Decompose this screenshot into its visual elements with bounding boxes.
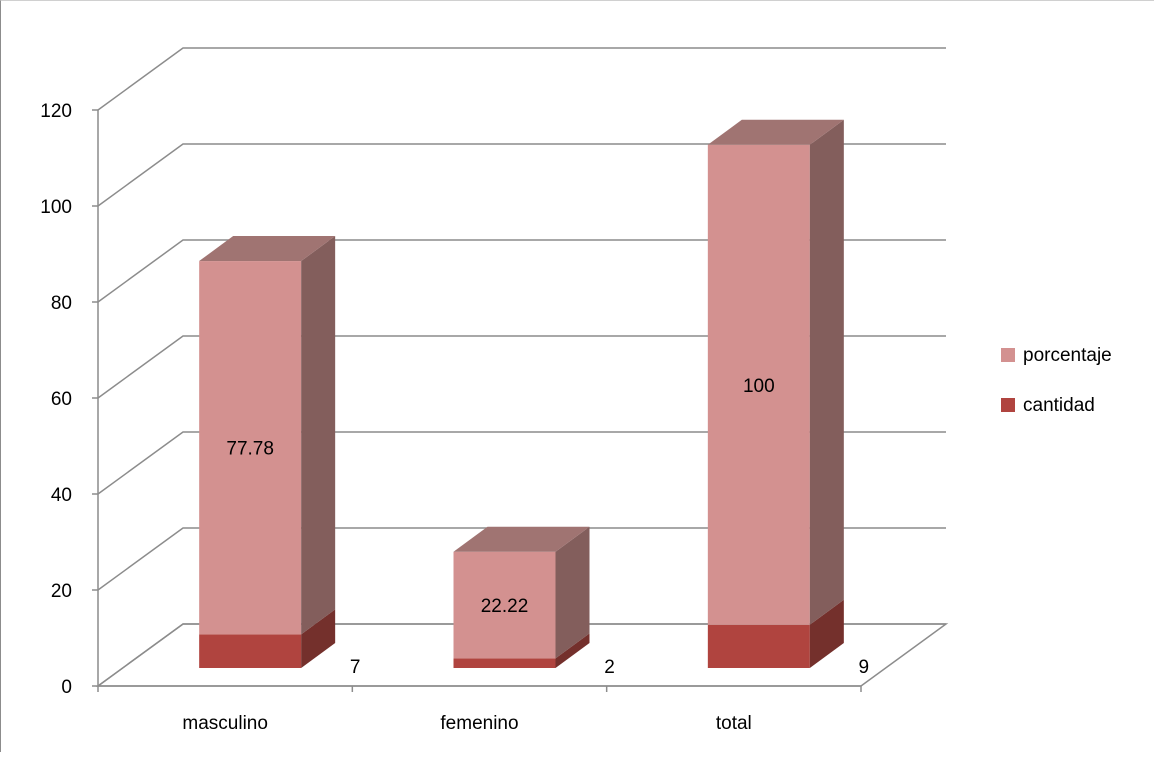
- bar-side-cantidad-masculino: [301, 609, 336, 668]
- gridlines: [97, 47, 946, 687]
- legend-label-porcentaje: porcentaje: [1023, 345, 1112, 366]
- data-label-porcentaje-masculino: 77.78: [226, 439, 274, 460]
- gridline: [97, 623, 946, 687]
- y-tick-label: 20: [51, 581, 72, 602]
- gridline: [97, 335, 946, 399]
- bar-porcentaje-masculino: [199, 261, 302, 635]
- bar-side-cantidad-total: [809, 599, 844, 668]
- bar-top-femenino: [453, 526, 590, 552]
- bar-side-porcentaje-femenino: [555, 526, 590, 659]
- bar-porcentaje-total: [707, 144, 810, 625]
- bar-top-masculino: [199, 236, 336, 262]
- y-tick-label: 0: [61, 677, 72, 698]
- bars: [199, 119, 844, 668]
- gridline: [97, 47, 946, 111]
- axes: 0 20 40 60 80 100 120 masculino femenino total: [40, 101, 862, 734]
- x-tick-label-total: total: [716, 713, 752, 734]
- y-tick-label: 60: [51, 389, 72, 410]
- bar-side-cantidad-femenino: [555, 633, 590, 668]
- data-label-cantidad-masculino: 7: [350, 657, 361, 678]
- y-tick-label: 80: [51, 293, 72, 314]
- bar-cantidad-masculino: [199, 634, 302, 668]
- legend-label-cantidad: cantidad: [1023, 395, 1095, 416]
- y-tick-label: 40: [51, 485, 72, 506]
- legend-swatch-porcentaje: [1001, 348, 1015, 362]
- data-label-cantidad-total: 9: [859, 657, 870, 678]
- bar-cantidad-femenino: [453, 658, 556, 668]
- gridline: [97, 143, 946, 207]
- y-tick-label: 120: [40, 101, 72, 122]
- bar-top-total: [707, 119, 844, 145]
- y-tick-label: 100: [40, 197, 72, 218]
- bar-side-porcentaje-masculino: [301, 236, 336, 635]
- gridline: [97, 431, 946, 495]
- x-tick-label-femenino: femenino: [440, 713, 518, 734]
- data-label-cantidad-femenino: 2: [604, 657, 615, 678]
- legend-swatch-cantidad: [1001, 398, 1015, 412]
- gridline: [97, 239, 946, 303]
- data-label-porcentaje-femenino: 22.22: [481, 596, 529, 617]
- bar-side-porcentaje-total: [809, 119, 844, 625]
- gridline: [97, 527, 946, 591]
- legend: porcentaje cantidad: [1001, 345, 1112, 416]
- bar-porcentaje-femenino: [453, 551, 556, 659]
- bar-cantidad-total: [707, 624, 810, 668]
- data-label-porcentaje-total: 100: [743, 376, 775, 397]
- x-tick-label-masculino: masculino: [182, 713, 268, 734]
- data-labels: 7 77.78 2 22.22 9 100: [226, 376, 869, 678]
